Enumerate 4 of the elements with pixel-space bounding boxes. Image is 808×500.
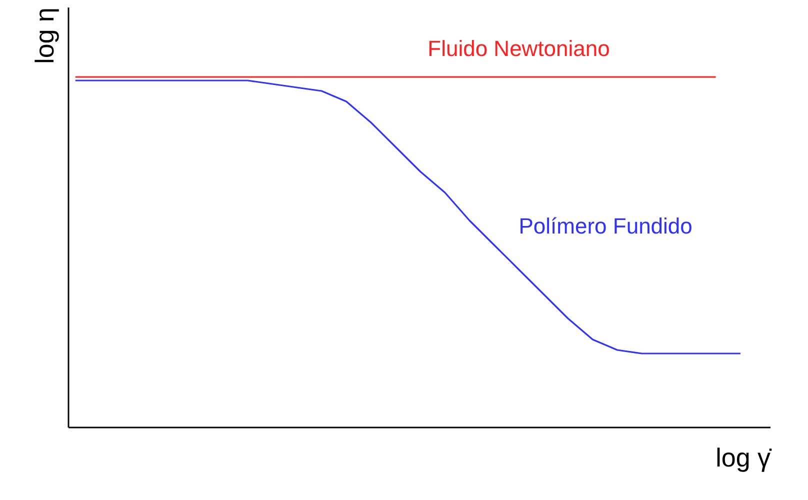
series-label: Fluido Newtoniano	[428, 36, 610, 61]
y-axis-title: log η	[30, 8, 60, 64]
x-axis-title: log γ̇	[716, 442, 772, 472]
series-label: Polímero Fundido	[518, 214, 692, 238]
